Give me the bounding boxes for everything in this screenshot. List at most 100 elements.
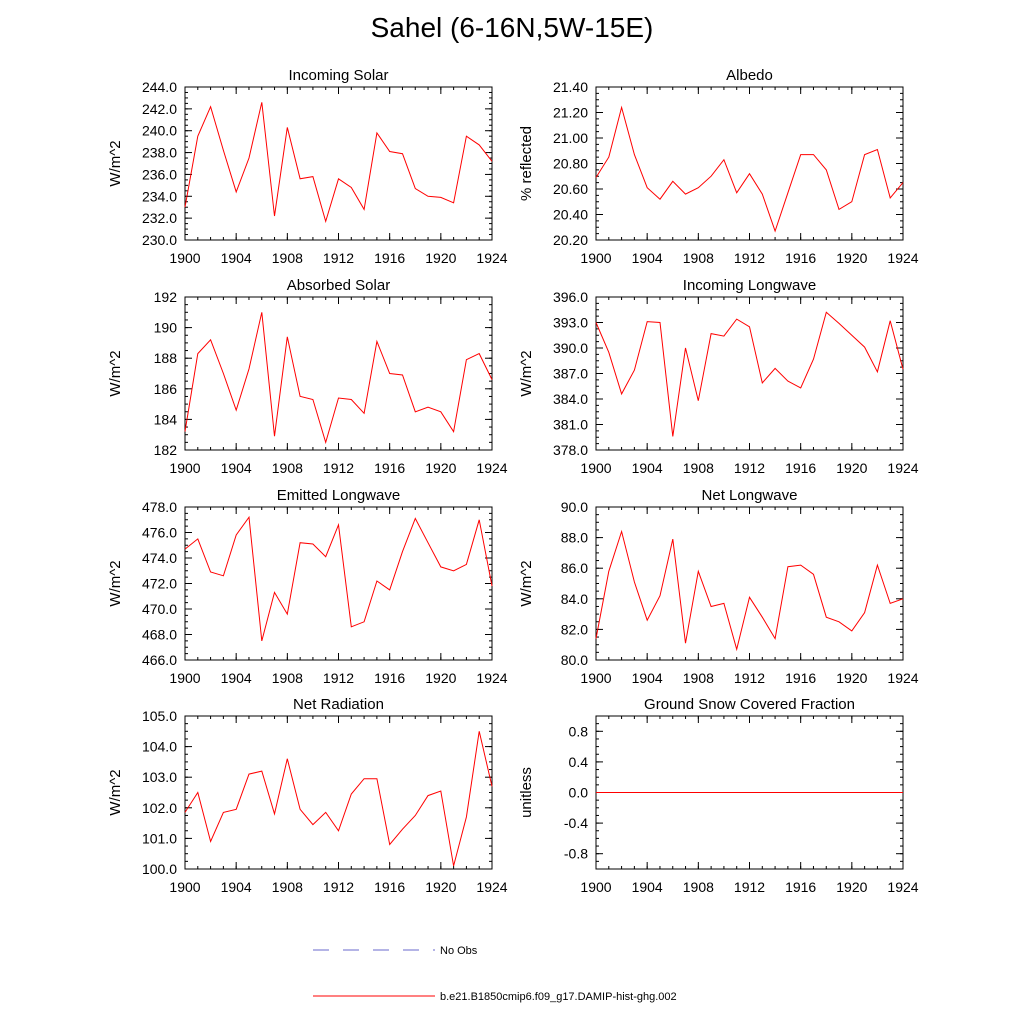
y-tick-label: 105.0 — [142, 708, 177, 724]
y-tick-label: 472.0 — [142, 576, 177, 592]
legend-item-1: No Obs — [313, 945, 478, 957]
y-tick-label: 188 — [154, 350, 178, 366]
chart-panel-6: Net Longwave W/m^2 1900 1904 1908 1912 1916 192… — [518, 487, 919, 686]
x-tick-label: 1900 — [580, 879, 611, 895]
plot-frame — [595, 296, 904, 451]
legend-label: No Obs — [440, 945, 478, 957]
y-axis-label: unitless — [518, 767, 535, 818]
y-tick-label: 470.0 — [142, 601, 177, 617]
x-tick-label: 1904 — [632, 670, 663, 686]
y-tick-label: 390.0 — [553, 340, 588, 356]
chart-panel-3: Absorbed Solar W/m^2 1900 1904 1908 1912 1916 1… — [107, 277, 508, 476]
y-tick-label: 240.0 — [142, 123, 177, 139]
y-tick-label: 0.0 — [569, 785, 589, 801]
x-tick-label: 1904 — [221, 460, 252, 476]
plot-frame — [595, 86, 904, 241]
y-tick-label: 88.0 — [561, 530, 588, 546]
x-tick-label: 1908 — [272, 670, 303, 686]
x-tick-label: 1908 — [683, 879, 714, 895]
x-tick-label: 1920 — [425, 879, 456, 895]
y-tick-label: 21.40 — [553, 79, 588, 95]
x-tick-label: 1912 — [734, 879, 765, 895]
x-tick-label: 1900 — [169, 250, 200, 266]
x-tick-label: 1908 — [683, 250, 714, 266]
x-tick-label: 1920 — [425, 670, 456, 686]
y-tick-label: 20.40 — [553, 207, 588, 223]
x-tick-label: 1920 — [836, 460, 867, 476]
x-tick-label: 1912 — [323, 670, 354, 686]
y-tick-label: 86.0 — [561, 560, 588, 576]
y-axis-label: % reflected — [518, 126, 535, 201]
y-tick-label: 378.0 — [553, 442, 588, 458]
x-tick-label: 1904 — [221, 670, 252, 686]
y-tick-label: 0.4 — [569, 754, 589, 770]
x-tick-label: 1900 — [580, 250, 611, 266]
x-tick-label: 1924 — [476, 670, 507, 686]
y-tick-label: 84.0 — [561, 591, 588, 607]
y-axis-label: W/m^2 — [107, 560, 124, 606]
x-tick-label: 1924 — [476, 460, 507, 476]
y-axis-label: W/m^2 — [107, 350, 124, 396]
x-tick-label: 1900 — [580, 670, 611, 686]
y-tick-label: 238.0 — [142, 145, 177, 161]
x-tick-label: 1916 — [374, 250, 405, 266]
y-tick-label: 20.80 — [553, 156, 588, 172]
y-tick-label: 244.0 — [142, 79, 177, 95]
plot-frame — [184, 715, 493, 870]
series-line-1 — [595, 105, 904, 233]
x-tick-label: 1920 — [425, 250, 456, 266]
series-line-1 — [184, 731, 493, 867]
x-tick-label: 1920 — [425, 460, 456, 476]
series-line-1 — [595, 311, 904, 437]
chart-panel-5: Emitted Longwave W/m^2 1900 1904 1908 1912 191… — [107, 487, 508, 686]
x-tick-label: 1904 — [632, 879, 663, 895]
x-tick-label: 1912 — [734, 670, 765, 686]
y-tick-label: 184 — [154, 411, 178, 427]
x-tick-label: 1900 — [169, 879, 200, 895]
x-tick-label: 1908 — [272, 250, 303, 266]
x-tick-label: 1904 — [632, 250, 663, 266]
y-tick-label: 468.0 — [142, 627, 177, 643]
legend-item-2: b.e21.B1850cmip6.f09_g17.DAMIP-hist-ghg.… — [313, 991, 677, 1003]
y-tick-label: 21.20 — [553, 105, 588, 121]
x-tick-label: 1900 — [580, 460, 611, 476]
x-tick-label: 1904 — [221, 250, 252, 266]
x-tick-label: 1912 — [323, 250, 354, 266]
x-tick-label: 1916 — [785, 250, 816, 266]
chart-panel-7: Net Radiation W/m^2 1900 1904 1908 1912 1916 19… — [107, 696, 508, 895]
y-tick-label: 103.0 — [142, 769, 177, 785]
x-tick-label: 1916 — [374, 879, 405, 895]
series-line-1 — [184, 515, 493, 642]
chart-panel-2: Albedo % reflected 1900 1904 1908 1912 1916 192… — [518, 67, 919, 266]
y-tick-label: 90.0 — [561, 499, 588, 515]
y-tick-label: 80.0 — [561, 652, 588, 668]
x-tick-label: 1912 — [323, 460, 354, 476]
series-line-1 — [595, 529, 904, 652]
x-tick-label: 1916 — [785, 670, 816, 686]
y-tick-label: 101.0 — [142, 830, 177, 846]
x-tick-label: 1924 — [476, 879, 507, 895]
legend: No Obs b.e21.B1850cmip6.f09_g17.DAMIP-his… — [313, 945, 677, 1003]
y-tick-label: 232.0 — [142, 210, 177, 226]
y-tick-label: 242.0 — [142, 101, 177, 117]
y-tick-label: 82.0 — [561, 621, 588, 637]
x-tick-label: 1916 — [374, 670, 405, 686]
panel-title: Absorbed Solar — [287, 277, 390, 294]
legend-label: b.e21.B1850cmip6.f09_g17.DAMIP-hist-ghg.… — [440, 991, 677, 1003]
x-tick-label: 1908 — [272, 460, 303, 476]
y-tick-label: 20.60 — [553, 181, 588, 197]
y-tick-label: 384.0 — [553, 391, 588, 407]
x-tick-label: 1900 — [169, 670, 200, 686]
y-tick-label: 0.8 — [569, 723, 589, 739]
y-axis-label: W/m^2 — [107, 769, 124, 815]
x-tick-label: 1916 — [374, 460, 405, 476]
y-tick-label: 186 — [154, 381, 178, 397]
panel-title: Ground Snow Covered Fraction — [644, 696, 855, 713]
panel-title: Incoming Longwave — [683, 277, 816, 294]
x-tick-label: 1908 — [683, 460, 714, 476]
x-tick-label: 1920 — [836, 879, 867, 895]
y-tick-label: 20.20 — [553, 232, 588, 248]
y-tick-label: 234.0 — [142, 188, 177, 204]
x-tick-label: 1924 — [476, 250, 507, 266]
